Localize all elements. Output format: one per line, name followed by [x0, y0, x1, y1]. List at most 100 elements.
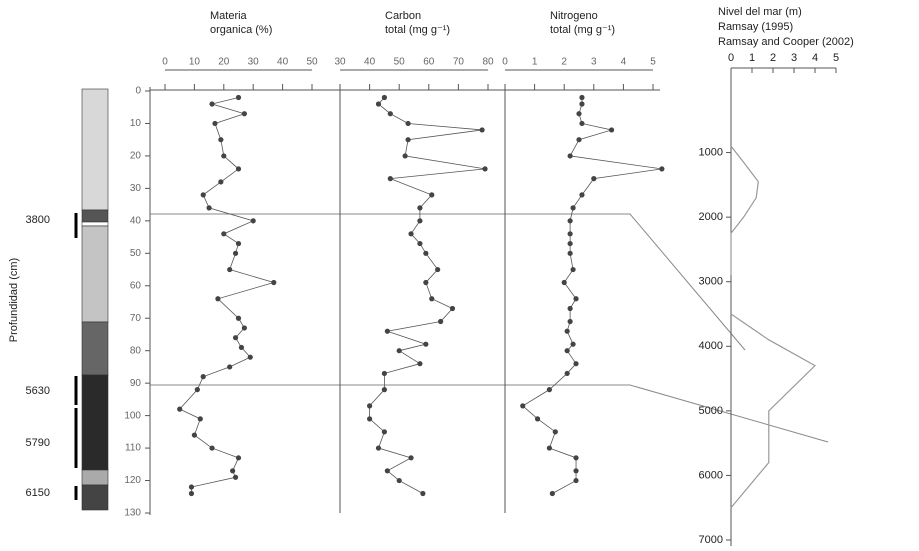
data-point: [235, 240, 242, 247]
y-tick-label: 6000: [699, 469, 723, 481]
y-tick-label: 100: [124, 410, 141, 421]
data-point: [381, 94, 387, 101]
data-point: [417, 361, 423, 367]
data-point: [438, 318, 444, 325]
age-label: 5790: [26, 437, 50, 449]
data-point: [567, 218, 573, 224]
data-point: [567, 231, 573, 237]
data-point: [534, 416, 541, 422]
data-point: [238, 344, 245, 351]
sea-level-curve: [730, 145, 759, 276]
y-tick-label: 40: [130, 215, 142, 226]
data-point: [232, 250, 239, 256]
y-tick-label: 10: [130, 118, 142, 129]
data-point: [405, 120, 411, 127]
data-point: [567, 305, 573, 312]
data-point: [367, 416, 373, 422]
y-tick-label: 0: [135, 86, 141, 97]
panel-title: total (mg g⁻¹): [385, 24, 450, 36]
correlation-lines: [150, 213, 829, 443]
data-point: [384, 468, 390, 474]
data-point: [429, 192, 435, 198]
x-tick-label: 10: [189, 57, 201, 68]
y-tick-label: 80: [130, 345, 142, 356]
data-point: [188, 484, 195, 490]
data-point: [367, 403, 373, 409]
x-tick-label: 5: [833, 52, 839, 64]
data-point: [177, 406, 183, 412]
data-point: [235, 94, 242, 101]
data-point: [435, 266, 441, 273]
data-point: [561, 279, 567, 286]
data-point: [591, 176, 597, 182]
y-tick-label: 20: [130, 151, 142, 162]
data-point: [579, 101, 585, 107]
data-line: [179, 97, 276, 494]
data-point: [567, 318, 573, 325]
y-tick-label: 7000: [699, 534, 723, 546]
data-point: [221, 153, 227, 159]
data-point: [429, 296, 435, 302]
data-line: [369, 97, 486, 494]
data-point: [608, 127, 615, 133]
data-point: [209, 445, 215, 451]
x-tick-label: 40: [277, 57, 289, 68]
x-tick-label: 0: [728, 52, 734, 64]
data-point: [579, 192, 585, 198]
data-point: [579, 120, 585, 127]
x-tick-label: 1: [749, 52, 755, 64]
y-tick-label: 5000: [699, 405, 723, 417]
x-tick-label: 2: [561, 57, 567, 68]
data-point: [423, 341, 429, 347]
y-tick-label: 2000: [699, 211, 723, 223]
x-tick-label: 60: [423, 57, 435, 68]
data-point: [396, 348, 402, 354]
data-point: [417, 218, 423, 224]
data-point: [235, 315, 242, 321]
data-point: [218, 179, 224, 185]
data-point: [235, 455, 242, 461]
data-point: [417, 205, 423, 211]
legend-entry: Ramsay (1995): [718, 21, 793, 33]
x-tick-label: 30: [248, 57, 260, 68]
data-point: [241, 325, 247, 331]
data-point: [235, 166, 242, 172]
data-point: [384, 328, 390, 334]
data-point: [564, 348, 570, 354]
y-tick-label: 3000: [699, 276, 723, 288]
data-point: [417, 240, 423, 247]
data-point: [573, 296, 579, 302]
y-tick-label: 120: [124, 475, 141, 486]
data-point: [194, 387, 200, 393]
age-label: 5630: [26, 385, 50, 397]
data-point: [408, 231, 414, 237]
data-point: [570, 266, 576, 273]
data-point: [482, 166, 488, 172]
data-point: [570, 205, 576, 211]
data-point: [567, 153, 573, 159]
legend-entry: Ramsay and Cooper (2002): [718, 36, 854, 48]
data-point: [546, 387, 553, 393]
panel-title: organica (%): [210, 24, 272, 36]
data-point: [375, 101, 382, 107]
data-point: [449, 305, 456, 312]
data-point: [200, 374, 206, 380]
data-point: [381, 429, 387, 435]
age-label: 3800: [26, 214, 50, 226]
data-point: [520, 403, 526, 409]
panel-title: Carbon: [385, 10, 421, 22]
data-point: [227, 266, 233, 273]
core-column: [81, 88, 109, 511]
data-point: [375, 445, 382, 451]
x-tick-label: 5: [650, 57, 656, 68]
data-point: [197, 416, 203, 422]
data-point: [573, 468, 579, 474]
data-point: [570, 341, 576, 347]
data-point: [381, 387, 387, 393]
sea-level-curve: [730, 313, 816, 509]
panel-title: Materia: [210, 10, 248, 22]
data-point: [576, 137, 582, 143]
data-line: [522, 97, 662, 494]
y-tick-label: 70: [130, 313, 142, 324]
x-tick-label: 0: [502, 57, 508, 68]
